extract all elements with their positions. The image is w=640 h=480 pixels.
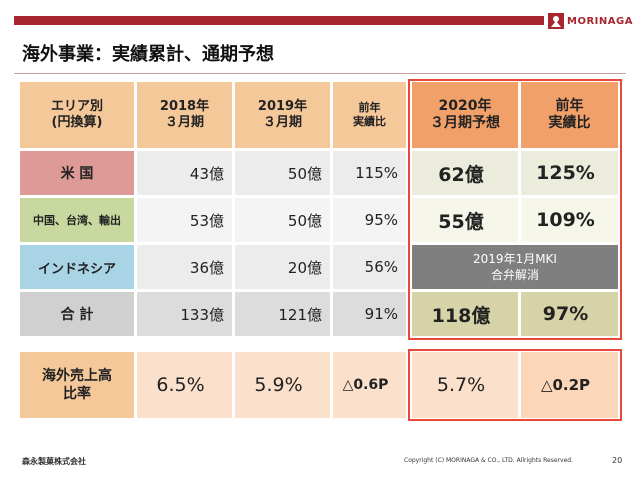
header-area: エリア別 (円換算) [20,82,134,148]
cell-usa-fy2018: 43億 [137,151,232,195]
cell-indonesia-fy2019: 20億 [235,245,330,289]
page-title: 海外事業：実績累計、通期予想 [22,44,274,65]
footer-company-logo: 森永製菓株式会社 [22,457,86,466]
ratio-forecast: 5.7% [412,352,518,418]
angel-logo-icon [548,13,564,29]
row-label-total: 合 計 [20,292,134,336]
cell-china-forecast: 55億 [412,198,518,242]
row-label-china: 中国、台湾、輸出 [20,198,134,242]
cell-china-fy2019: 50億 [235,198,330,242]
cell-usa-forecast: 62億 [412,151,518,195]
header-yoy-forecast: 前年 実績比 [521,82,618,148]
header-fy2020-forecast: 2020年 ３月期予想 [412,82,518,148]
cell-indonesia-ratio: 56% [333,245,406,289]
page-number: 20 [612,456,623,465]
ratio-row-label: 海外売上高 比率 [20,352,134,418]
logo-text: MORINAGA [567,15,633,27]
ratio-fy2018: 6.5% [137,352,232,418]
cell-total-forecast-ratio: 97% [521,292,618,336]
title-divider [14,73,626,74]
cell-indonesia-note: 2019年1月MKI 合弁解消 [412,245,618,289]
ratio-change: △0.6P [333,352,406,418]
row-label-usa: 米 国 [20,151,134,195]
cell-usa-fy2019: 50億 [235,151,330,195]
header-fy2018: 2018年 ３月期 [137,82,232,148]
cell-china-forecast-ratio: 109% [521,198,618,242]
cell-china-fy2018: 53億 [137,198,232,242]
cell-total-ratio: 91% [333,292,406,336]
top-bar [14,16,544,25]
brand-logo: MORINAGA [548,12,633,30]
cell-usa-forecast-ratio: 125% [521,151,618,195]
row-label-indonesia: インドネシア [20,245,134,289]
cell-indonesia-fy2018: 36億 [137,245,232,289]
cell-usa-ratio: 115% [333,151,406,195]
header-yoy-actual: 前年 実績比 [333,82,406,148]
cell-china-ratio: 95% [333,198,406,242]
cell-total-fy2018: 133億 [137,292,232,336]
header-fy2019: 2019年 ３月期 [235,82,330,148]
ratio-forecast-change: △0.2P [521,352,618,418]
copyright-text: Copyright (C) MORINAGA & CO., LTD. Allri… [404,457,573,464]
ratio-fy2019: 5.9% [235,352,330,418]
cell-total-forecast: 118億 [412,292,518,336]
cell-total-fy2019: 121億 [235,292,330,336]
